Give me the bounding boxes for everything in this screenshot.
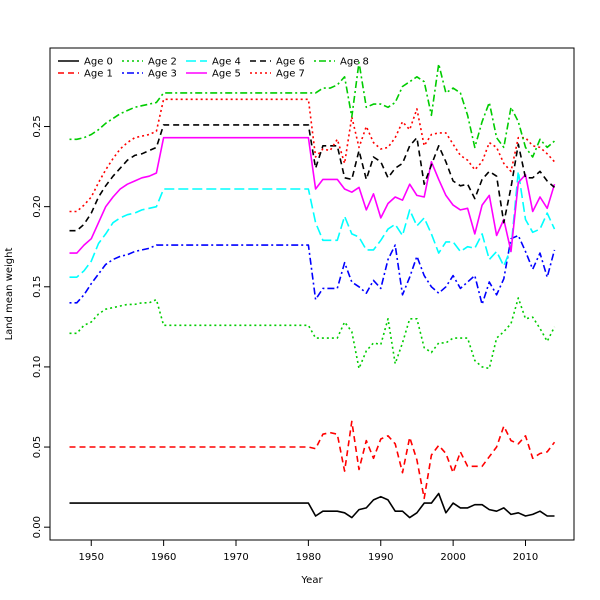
- y-axis: 0.00 0.05 0.10 0.15 0.20 0.25: [32, 115, 50, 538]
- series-line-age-4: [69, 170, 556, 279]
- plot-frame: [49, 47, 575, 541]
- legend-label: Age 8: [340, 57, 369, 68]
- x-tick-label: 1980: [296, 552, 321, 563]
- x-tick-label: 2000: [440, 552, 465, 563]
- series-line-age-7: [69, 98, 556, 213]
- legend-label: Age 5: [212, 69, 241, 80]
- x-tick-label: 1970: [223, 552, 248, 563]
- series-line-age-8: [69, 61, 556, 158]
- legend-label: Age 2: [148, 57, 177, 68]
- y-tick-label: 0.00: [32, 516, 43, 538]
- y-tick-label: 0.15: [32, 276, 43, 298]
- series-layer: [69, 61, 556, 519]
- series-line-age-2: [69, 297, 556, 370]
- x-tick-label: 1990: [368, 552, 393, 563]
- x-tick-label: 1950: [79, 552, 104, 563]
- y-tick-label: 0.25: [32, 115, 43, 137]
- series-line-age-1: [69, 420, 556, 500]
- x-axis-title: Year: [300, 575, 323, 586]
- legend-label: Age 0: [84, 57, 113, 68]
- x-tick-label: 2010: [513, 552, 538, 563]
- legend-label: Age 3: [148, 69, 177, 80]
- series-line-age-5: [69, 136, 556, 254]
- legend-label: Age 4: [212, 57, 241, 68]
- legend-label: Age 7: [276, 69, 305, 80]
- series-line-age-0: [69, 492, 555, 519]
- y-tick-label: 0.20: [32, 196, 43, 218]
- y-tick-label: 0.05: [32, 436, 43, 458]
- y-tick-label: 0.10: [32, 356, 43, 378]
- series-line-age-3: [69, 234, 556, 306]
- x-axis: 1950 1960 1970 1980 1990 2000 2010: [79, 540, 538, 563]
- series-line-age-6: [69, 124, 556, 232]
- legend-label: Age 6: [276, 57, 305, 68]
- legend-label: Age 1: [84, 69, 113, 80]
- y-axis-title: Land mean weight: [4, 248, 15, 341]
- x-tick-label: 1960: [151, 552, 176, 563]
